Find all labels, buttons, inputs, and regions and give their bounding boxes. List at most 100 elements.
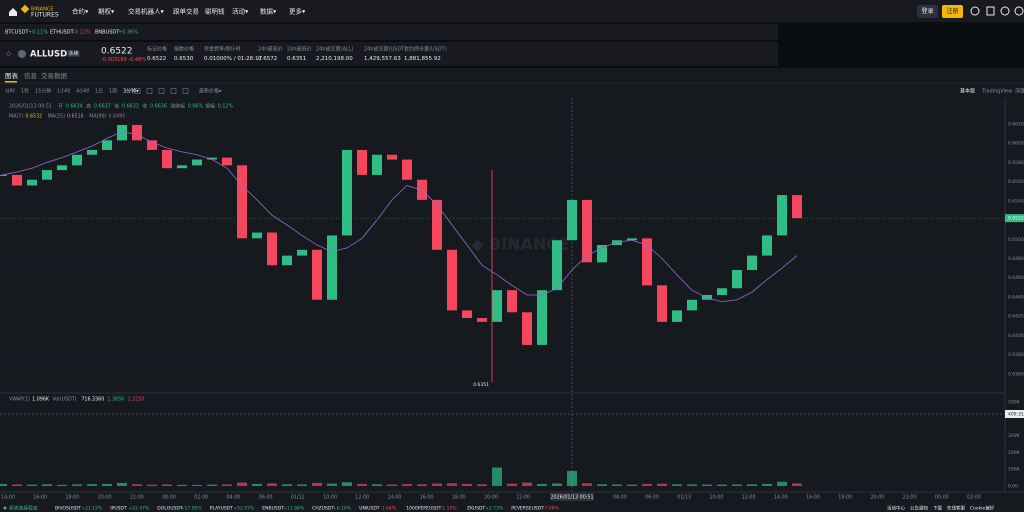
interval[interactable]: 1周 [109, 89, 117, 95]
volume-bar [237, 482, 247, 486]
volume-bar [0, 483, 7, 486]
volume-bar [672, 484, 682, 486]
x-tick-label: 16:00 [420, 495, 434, 501]
interval[interactable]: 4小时 [76, 88, 89, 95]
vol-info: Vol(USDT) [52, 397, 76, 403]
register-text[interactable]: 注册 [946, 7, 958, 15]
settings-icon[interactable] [1000, 6, 1010, 16]
volume-bar [117, 482, 127, 486]
footer-link[interactable]: 下载 [933, 505, 942, 512]
interval[interactable]: 1小时 [57, 88, 70, 95]
volume-bar [27, 484, 37, 486]
footer-change: -1.64% [380, 506, 397, 512]
theme-icon[interactable] [1014, 6, 1024, 16]
stat-label: 合约持仓量(USDT) [404, 46, 447, 53]
volume-bar [102, 483, 112, 486]
candle [0, 174, 7, 176]
download-icon[interactable] [986, 6, 995, 16]
nav-item[interactable]: 更多▾ [289, 7, 306, 16]
register-button[interactable] [942, 5, 963, 18]
ticker-symbol: ETHUSDT [50, 30, 75, 36]
tool-icon[interactable] [182, 88, 189, 94]
volume-bar [312, 482, 322, 486]
x-tick-label: 18:00 [838, 495, 852, 501]
nav-item[interactable]: 交易机器人▾ [128, 7, 165, 16]
volume-bar [687, 484, 697, 486]
volume-bar [282, 484, 292, 486]
candle [552, 240, 562, 291]
ohlc-info: 低 [114, 103, 119, 110]
candle [267, 232, 277, 266]
stat-value: 0.6522 [147, 56, 166, 62]
stat-value: 1,881,855.92 [404, 56, 441, 62]
coin-icon [18, 50, 26, 58]
price-type[interactable]: 最新价格▾ [199, 88, 222, 95]
tab[interactable]: 交易数据 [41, 71, 68, 80]
ma-value: 0.6532 [25, 114, 42, 120]
candle [27, 179, 37, 186]
chart-panel [0, 68, 1024, 504]
volume-bar [357, 483, 367, 486]
nav-item[interactable]: 合约▾ [72, 7, 89, 16]
nav-item[interactable]: 聪明钱 [205, 7, 225, 16]
view-option[interactable]: 深度 [1015, 88, 1024, 95]
footer-symbol: IPUSDT [110, 506, 127, 512]
stat-label: 标记价格 [147, 46, 167, 53]
stat-label: 资金费率/倒计时 [204, 46, 241, 53]
nav-item[interactable]: 期权▾ [98, 7, 115, 16]
globe-icon[interactable] [970, 6, 980, 16]
x-tick-label: 16:00 [33, 495, 47, 501]
volume-bar [507, 483, 517, 486]
tool-icon[interactable] [146, 88, 153, 94]
footer-link[interactable]: 在线客服 [947, 505, 965, 512]
ma-label: MA(25) [48, 114, 65, 120]
candle [567, 199, 577, 241]
ohlc-info: 收 [142, 103, 147, 110]
volume-bar [777, 481, 787, 486]
volume-bar [297, 484, 307, 486]
interval[interactable]: 1秒 [21, 88, 29, 95]
interval[interactable]: 1日 [95, 89, 103, 95]
status-dot [3, 506, 7, 510]
ma99-line [1, 131, 798, 303]
footer-link[interactable]: 公告通知 [910, 505, 928, 512]
tab[interactable]: 信息 [24, 71, 38, 80]
low-marker-label: 0.6351 [473, 382, 489, 388]
volume-bar [747, 484, 757, 486]
footer-bar [0, 504, 1024, 512]
volume-bar [42, 484, 52, 486]
home-icon[interactable] [9, 8, 17, 16]
view-option[interactable]: TradingView [981, 89, 1012, 95]
footer-symbol: PEVERSEUSDT [511, 506, 544, 512]
login-button[interactable] [917, 5, 938, 18]
stat-label: 24h成交额(USDT) [364, 46, 406, 53]
interval[interactable]: 3分钟▾ [123, 88, 139, 95]
ohlc-info: 0.6633 [122, 104, 139, 110]
footer-link[interactable]: Cookie偏好 [970, 505, 995, 512]
volume-bar [627, 484, 637, 486]
symbol-name: ALLUSDT [30, 50, 73, 60]
x-tick-label: 02:00 [967, 495, 981, 501]
login-text[interactable]: 登录 [921, 7, 933, 15]
ticker-change: -0.12% [73, 30, 91, 36]
nav-item[interactable]: 活动▾ [232, 7, 249, 16]
interval[interactable]: 15分钟 [35, 88, 51, 95]
tool-icon[interactable] [134, 88, 141, 94]
candle [582, 199, 592, 263]
nav-item[interactable]: 跟单交易 [173, 7, 199, 16]
candle [252, 232, 262, 239]
footer-link[interactable]: 活动中心 [887, 505, 905, 512]
nav-item[interactable]: 数据▾ [260, 7, 277, 16]
volume-bar [387, 484, 397, 486]
volume-bar [267, 483, 277, 486]
y-tick-label: 0.6600 [1008, 141, 1024, 147]
tool-icon[interactable] [170, 88, 177, 94]
volume-bar [57, 484, 67, 486]
candle [402, 159, 412, 180]
tool-icon[interactable] [158, 88, 165, 94]
candle [42, 170, 52, 180]
interval[interactable]: 分时 [5, 88, 15, 95]
x-tick-label: 18:00 [452, 495, 466, 501]
tab[interactable]: 图表 [5, 71, 19, 80]
view-option[interactable]: 基本版 [960, 88, 975, 95]
